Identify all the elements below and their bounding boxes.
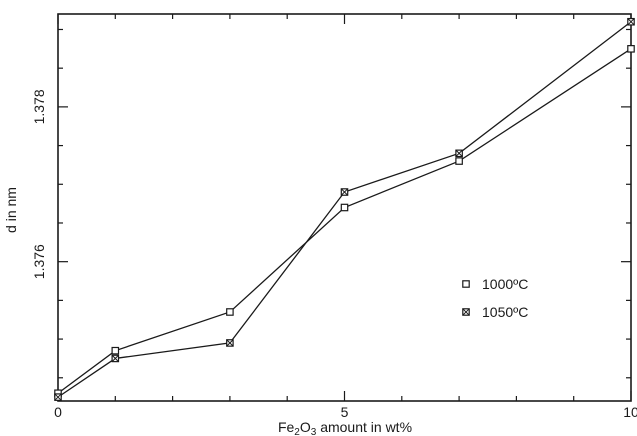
legend-marker-1 bbox=[462, 308, 470, 316]
axis-ticks: 0 5 10 1.376 1.378 bbox=[31, 14, 637, 420]
data-point-0-2 bbox=[226, 308, 234, 316]
legend-label-1: 1050ºC bbox=[482, 304, 528, 320]
data-point-0-1 bbox=[111, 346, 120, 355]
x-tick-label: 10 bbox=[623, 404, 637, 420]
legend-marker-0 bbox=[462, 280, 470, 288]
y-tick-label: 1.376 bbox=[31, 244, 47, 279]
series-line-1 bbox=[57, 21, 632, 398]
data-point-1-3 bbox=[340, 188, 349, 196]
data-point-1-0 bbox=[54, 393, 62, 401]
data-point-0-5 bbox=[627, 45, 635, 53]
data-point-1-1 bbox=[111, 354, 120, 363]
series-line-0 bbox=[57, 48, 632, 394]
data-point-1-5 bbox=[627, 17, 635, 26]
data-point-1-4 bbox=[455, 149, 463, 158]
data-point-0-3 bbox=[340, 203, 349, 212]
data-point-1-2 bbox=[226, 339, 234, 347]
x-axis-label: Fe2O3 amount in wt% bbox=[278, 419, 412, 436]
y-axis-label: d in nm bbox=[3, 187, 19, 233]
legend: 1000ºC 1050ºC bbox=[462, 276, 528, 320]
legend-label-0: 1000ºC bbox=[482, 276, 528, 292]
series-group bbox=[54, 17, 635, 401]
x-tick-label: 0 bbox=[54, 404, 62, 420]
data-point-0-4 bbox=[455, 157, 463, 165]
y-tick-label: 1.378 bbox=[31, 89, 47, 124]
x-tick-label: 5 bbox=[341, 404, 349, 420]
